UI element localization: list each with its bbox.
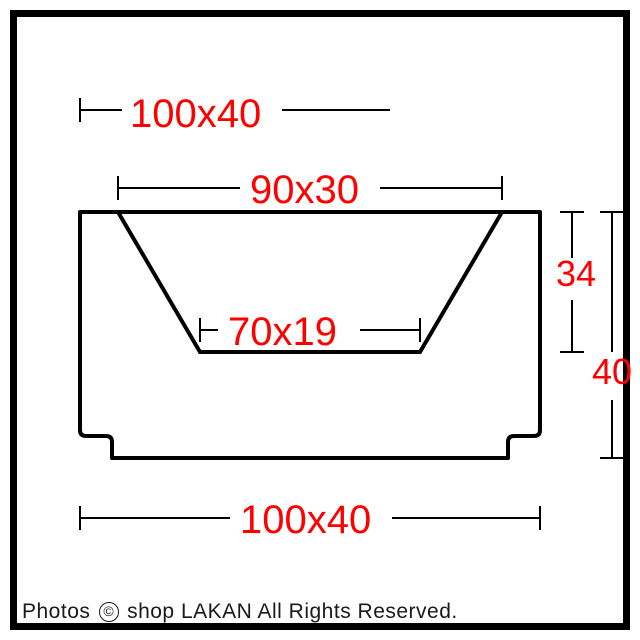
dim-mid-label: 90x30: [250, 168, 359, 213]
photo-caption: Photos © shop LAKAN All Rights Reserved.: [22, 600, 458, 624]
dim-inner-label: 70x19: [228, 310, 337, 355]
dim-right-full-label: 40: [592, 351, 632, 393]
copyright-icon: ©: [99, 602, 119, 622]
dim-right-upper-label: 34: [556, 253, 596, 295]
caption-before: Photos: [22, 600, 90, 623]
caption-after: shop LAKAN All Rights Reserved.: [127, 600, 458, 623]
dim-top-label: 100x40: [130, 92, 261, 137]
dim-bottom-label: 100x40: [240, 498, 371, 543]
